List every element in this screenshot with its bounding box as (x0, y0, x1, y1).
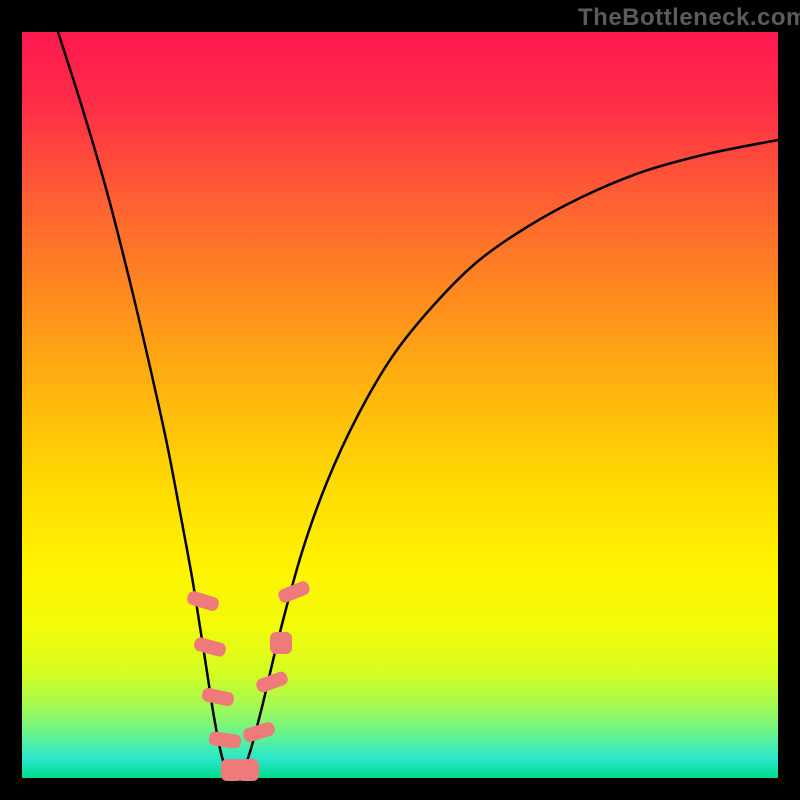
curve-marker (242, 721, 277, 744)
curve-marker (270, 632, 292, 654)
curve-overlay-svg (0, 0, 800, 800)
v-curve-path (58, 32, 778, 780)
curve-marker (208, 731, 242, 749)
curve-marker (201, 687, 235, 707)
curve-marker (255, 670, 290, 694)
curve-marker (237, 759, 259, 781)
curve-marker (193, 636, 228, 658)
curve-marker (186, 590, 221, 613)
